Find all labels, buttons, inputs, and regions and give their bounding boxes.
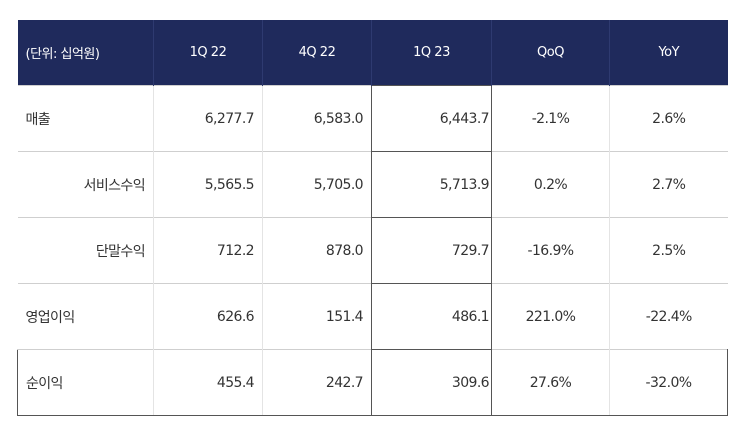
value-yoy: 2.5% [609, 217, 728, 284]
column-header-1q23: 1Q 23 [371, 20, 492, 86]
value-yoy: -22.4% [609, 283, 728, 350]
value-qoq: -2.1% [491, 85, 610, 152]
financial-results-table: (단위: 십억원) 1Q 22 4Q 22 1Q 23 QoQ YoY 매출 6… [17, 20, 728, 416]
value-yoy: 2.6% [609, 85, 728, 152]
table-row: 단말수익 712.2 878.0 729.7 -16.9% 2.5% [17, 217, 728, 284]
table-row: 영업이익 626.6 151.4 486.1 221.0% -22.4% [17, 283, 728, 350]
value-4q22: 6,583.0 [262, 85, 372, 152]
column-header-4q22: 4Q 22 [262, 20, 372, 86]
value-1q22: 5,565.5 [153, 151, 263, 218]
value-qoq: 27.6% [491, 349, 610, 416]
table-row: 매출 6,277.7 6,583.0 6,443.7 -2.1% 2.6% [17, 85, 728, 152]
column-header-1q22: 1Q 22 [153, 20, 263, 86]
value-1q23: 5,713.9 [371, 151, 492, 218]
value-qoq: 0.2% [491, 151, 610, 218]
value-yoy: -32.0% [609, 349, 728, 416]
value-4q22: 151.4 [262, 283, 372, 350]
value-qoq: 221.0% [491, 283, 610, 350]
table-row: 서비스수익 5,565.5 5,705.0 5,713.9 0.2% 2.7% [17, 151, 728, 218]
value-1q22: 712.2 [153, 217, 263, 284]
table-row: 순이익 455.4 242.7 309.6 27.6% -32.0% [17, 349, 728, 416]
value-1q23: 309.6 [371, 349, 492, 416]
table-header-row: (단위: 십억원) 1Q 22 4Q 22 1Q 23 QoQ YoY [17, 20, 728, 86]
value-1q23: 6,443.7 [371, 85, 492, 152]
row-label: 단말수익 [17, 217, 154, 284]
row-label: 서비스수익 [17, 151, 154, 218]
value-1q22: 455.4 [153, 349, 263, 416]
value-1q22: 6,277.7 [153, 85, 263, 152]
value-1q22: 626.6 [153, 283, 263, 350]
value-yoy: 2.7% [609, 151, 728, 218]
column-header-qoq: QoQ [491, 20, 610, 86]
value-4q22: 878.0 [262, 217, 372, 284]
value-4q22: 5,705.0 [262, 151, 372, 218]
row-label: 영업이익 [17, 283, 154, 350]
value-1q23: 486.1 [371, 283, 492, 350]
row-label: 매출 [17, 85, 154, 152]
value-4q22: 242.7 [262, 349, 372, 416]
value-qoq: -16.9% [491, 217, 610, 284]
column-header-yoy: YoY [609, 20, 728, 86]
value-1q23: 729.7 [371, 217, 492, 284]
row-label: 순이익 [17, 349, 154, 416]
unit-label: (단위: 십억원) [17, 20, 154, 86]
